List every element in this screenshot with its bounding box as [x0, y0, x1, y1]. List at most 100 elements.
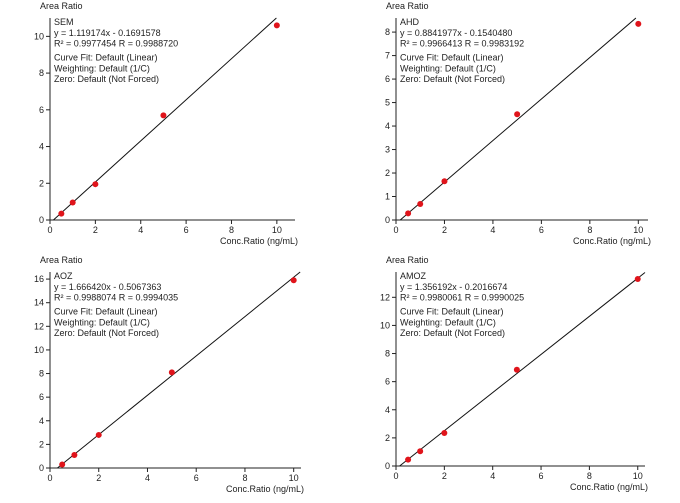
chart-aoz-ytick-label: 12: [34, 321, 44, 331]
chart-amoz-ytick-label: 0: [385, 461, 390, 471]
chart-amoz-equation: y = 1.356192x - 0.2016674: [400, 282, 507, 292]
chart-sem-ytick-label: 4: [39, 142, 44, 152]
chart-sem-zero: Zero: Default (Not Forced): [54, 74, 159, 84]
chart-amoz-compound-name: AMOZ: [400, 271, 427, 281]
chart-sem-xtick-label: 6: [184, 225, 189, 235]
chart-amoz-xlabel: Conc.Ratio (ng/mL): [570, 482, 648, 492]
chart-sem-ytick-label: 0: [39, 215, 44, 225]
chart-aoz-ytick-label: 8: [39, 369, 44, 379]
chart-amoz-zero: Zero: Default (Not Forced): [400, 328, 505, 338]
chart-aoz-xtick-label: 0: [47, 473, 52, 483]
chart-sem-xtick-label: 2: [93, 225, 98, 235]
chart-aoz-weighting: Weighting: Default (1/C): [54, 317, 150, 327]
chart-sem-data-point: [69, 199, 76, 206]
chart-aoz-data-point: [168, 369, 175, 376]
chart-amoz-xtick-label: 8: [587, 471, 592, 481]
chart-aoz-xtick-label: 10: [289, 473, 299, 483]
chart-ahd-equation: y = 0.8841977x - 0.1540480: [400, 28, 512, 38]
chart-ahd-ytick-label: 1: [385, 192, 390, 202]
chart-ahd-ytick-label: 4: [385, 121, 390, 131]
chart-amoz-curve-fit: Curve Fit: Default (Linear): [400, 307, 504, 317]
chart-aoz-equation: y = 1.666420x - 0.5067363: [54, 282, 161, 292]
chart-amoz-r-values: R² = 0.9980061 R = 0.9990025: [400, 293, 524, 303]
chart-aoz-ytick-label: 14: [34, 298, 44, 308]
chart-aoz-curve-fit: Curve Fit: Default (Linear): [54, 307, 158, 317]
chart-ahd-xtick-label: 8: [587, 225, 592, 235]
chart-aoz-ytick-label: 16: [34, 274, 44, 284]
chart-ahd-ytick-label: 2: [385, 168, 390, 178]
chart-aoz-ytick-label: 2: [39, 439, 44, 449]
chart-ahd-ytick-label: 5: [385, 98, 390, 108]
chart-amoz-ytick-label: 12: [380, 292, 390, 302]
chart-sem-compound-name: SEM: [54, 17, 74, 27]
chart-ahd-xtick-label: 2: [442, 225, 447, 235]
chart-sem-data-point: [273, 22, 280, 29]
chart-sem-ytick-label: 8: [39, 68, 44, 78]
chart-sem-data-point: [160, 112, 167, 119]
chart-sem-xtick-label: 10: [272, 225, 282, 235]
chart-aoz-ytick-label: 0: [39, 463, 44, 473]
chart-aoz-data-point: [71, 452, 78, 459]
chart-ahd-data-point: [405, 210, 412, 217]
chart-ahd-ylabel: Area Ratio: [386, 1, 429, 11]
chart-ahd-ytick-label: 0: [385, 215, 390, 225]
chart-aoz-compound-name: AOZ: [54, 271, 73, 281]
chart-sem-ytick-label: 2: [39, 178, 44, 188]
chart-ahd-xtick-label: 0: [393, 225, 398, 235]
chart-ahd-r-values: R² = 0.9966413 R = 0.9983192: [400, 39, 524, 49]
chart-amoz-data-point: [405, 456, 412, 463]
chart-aoz-data-point: [290, 277, 297, 284]
chart-ahd-data-point: [635, 20, 642, 27]
chart-ahd-xtick-label: 4: [490, 225, 495, 235]
chart-ahd-ytick-label: 8: [385, 27, 390, 37]
chart-sem-xtick-label: 0: [47, 225, 52, 235]
chart-sem-data-point: [58, 210, 65, 217]
chart-amoz-xtick-label: 4: [490, 471, 495, 481]
chart-panel-ahd: Area Ratio 0 1 2 3 4 5 6 7 8 0 2 4 6 8 10 Conc.Ratio (ng…: [340, 0, 680, 252]
chart-aoz-xtick-label: 2: [96, 473, 101, 483]
chart-amoz-data-point: [513, 366, 520, 373]
chart-ahd-fit-line: [399, 17, 637, 221]
chart-amoz-ylabel: Area Ratio: [386, 255, 429, 265]
chart-amoz-xtick-label: 6: [539, 471, 544, 481]
chart-aoz-zero: Zero: Default (Not Forced): [54, 328, 159, 338]
chart-aoz-ytick-label: 10: [34, 345, 44, 355]
chart-amoz-ytick-label: 10: [380, 320, 390, 330]
chart-amoz-data-point: [634, 276, 641, 283]
chart-amoz-ytick-label: 4: [385, 405, 390, 415]
chart-amoz-ytick-label: 6: [385, 377, 390, 387]
chart-ahd-compound-name: AHD: [400, 17, 420, 27]
chart-amoz-data-point: [441, 429, 448, 436]
chart-amoz-fit-line: [399, 272, 646, 467]
chart-aoz-xtick-label: 4: [145, 473, 150, 483]
chart-aoz-ylabel: Area Ratio: [40, 255, 83, 265]
chart-sem-ytick-label: 10: [34, 31, 44, 41]
chart-panel-aoz: Area Ratio 0 2 4 6 8 10 12 14 16 0 2 4 6 8 10 Conc.Ratio…: [0, 252, 340, 503]
chart-ahd-xtick-label: 10: [633, 225, 643, 235]
chart-panel-sem: Area Ratio 0 2 4 6 8 10 0 2 4 6 8 10 Conc.Ratio (ng/m…: [0, 0, 340, 252]
chart-amoz-data-point: [417, 448, 424, 455]
chart-amoz-xtick-label: 0: [393, 471, 398, 481]
chart-ahd-data-point: [514, 111, 521, 118]
chart-amoz-weighting: Weighting: Default (1/C): [400, 317, 496, 327]
chart-sem-equation: y = 1.119174x - 0.1691578: [54, 28, 161, 38]
chart-aoz-data-point: [59, 461, 66, 468]
chart-amoz-xtick-label: 10: [633, 471, 643, 481]
chart-sem-ylabel: Area Ratio: [40, 1, 83, 11]
chart-aoz-xtick-label: 6: [194, 473, 199, 483]
chart-sem-xtick-label: 4: [138, 225, 143, 235]
chart-ahd-curve-fit: Curve Fit: Default (Linear): [400, 53, 504, 63]
chart-ahd-data-point: [441, 178, 448, 185]
chart-amoz-ytick-label: 2: [385, 433, 390, 443]
chart-aoz-xlabel: Conc.Ratio (ng/mL): [226, 484, 304, 494]
chart-sem-r-values: R² = 0.9977454 R = 0.9988720: [54, 39, 178, 49]
chart-sem-xtick-label: 8: [229, 225, 234, 235]
chart-sem-data-point: [92, 181, 99, 188]
chart-amoz-ytick-label: 8: [385, 349, 390, 359]
chart-ahd-zero: Zero: Default (Not Forced): [400, 74, 505, 84]
chart-ahd-xtick-label: 6: [539, 225, 544, 235]
chart-ahd-ytick-label: 3: [385, 145, 390, 155]
